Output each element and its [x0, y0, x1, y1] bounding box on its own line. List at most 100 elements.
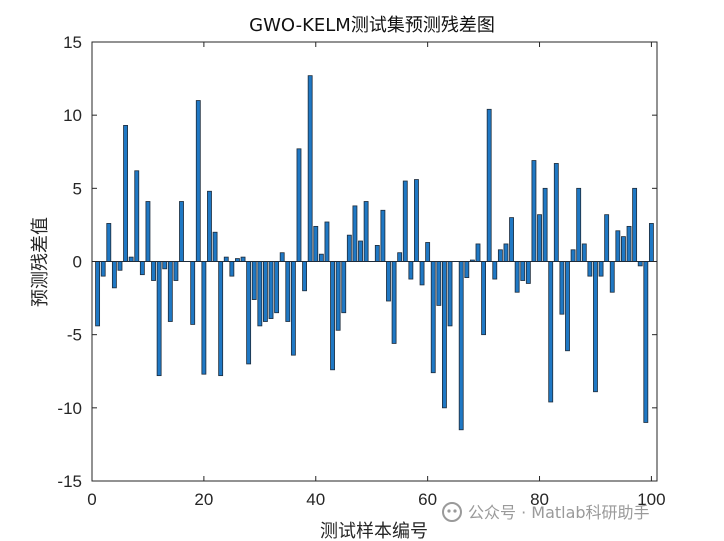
bar-36 — [290, 261, 296, 356]
bar-13 — [162, 261, 168, 270]
bar-56 — [402, 180, 408, 262]
bar-10 — [145, 201, 151, 262]
bar-38 — [302, 261, 307, 292]
x-tick-label: 100 — [637, 490, 665, 509]
bar-46 — [346, 234, 352, 262]
bar-44 — [335, 261, 341, 331]
bar-30 — [257, 261, 263, 327]
bar-6 — [123, 125, 128, 262]
bar-32 — [268, 261, 274, 319]
y-axis-ticks: 15 10 5 0 -5 -10 -15 — [57, 33, 657, 491]
bar-55 — [397, 252, 403, 262]
bar-57 — [408, 261, 414, 280]
y-tick-label: 15 — [63, 33, 82, 52]
bar-100 — [648, 223, 654, 262]
bar-81 — [542, 187, 548, 262]
watermark-text: 公众号 · Matlab科研助手 — [468, 503, 650, 522]
bar-92 — [604, 214, 610, 262]
bar-12 — [156, 261, 162, 377]
bar-33 — [274, 261, 280, 314]
plot-area: 0 20 40 60 80 100 15 10 5 0 -5 -10 -15 — [57, 33, 665, 509]
bar-45 — [341, 261, 347, 314]
bar-85 — [565, 261, 570, 352]
bar-70 — [481, 261, 487, 336]
y-axis-label: 预测残差值 — [30, 217, 51, 307]
bar-15 — [173, 261, 179, 281]
bar-96 — [626, 225, 632, 262]
bar-51 — [374, 244, 380, 262]
bar-98 — [637, 261, 643, 267]
bar-8 — [134, 170, 140, 262]
bar-47 — [352, 205, 358, 262]
bar-94 — [615, 230, 621, 262]
bar-21 — [207, 190, 212, 262]
x-tick-label: 40 — [306, 490, 325, 509]
bar-28 — [246, 261, 252, 365]
bar-37 — [296, 148, 302, 262]
bar-71 — [486, 108, 492, 262]
bar-5 — [117, 261, 123, 271]
x-axis-label: 测试样本编号 — [320, 521, 428, 541]
bar-22 — [212, 231, 218, 262]
bar-11 — [151, 261, 156, 281]
bar-88 — [581, 243, 587, 262]
y-tick-label: -10 — [57, 399, 82, 418]
bar-41 — [318, 253, 324, 262]
x-tick-label: 80 — [530, 490, 549, 509]
bar-53 — [386, 261, 391, 302]
bar-74 — [503, 243, 509, 262]
bar-59 — [419, 261, 425, 286]
y-tick-label: -15 — [57, 472, 82, 491]
bar-24 — [223, 256, 229, 262]
bar-79 — [531, 160, 537, 262]
bar-7 — [128, 256, 134, 262]
bar-27 — [240, 256, 246, 262]
bar-72 — [492, 261, 498, 280]
bar-48 — [358, 240, 363, 262]
bar-25 — [229, 261, 235, 277]
bar-77 — [520, 261, 526, 281]
y-tick-label: 0 — [73, 253, 82, 272]
bar-83 — [553, 163, 559, 262]
bar-61 — [430, 261, 436, 374]
chart-title: GWO-KELM测试集预测残差图 — [249, 15, 495, 36]
y-tick-label: 5 — [73, 179, 82, 198]
bar-34 — [279, 252, 285, 262]
x-axis-ticks: 0 20 40 60 80 100 — [87, 42, 666, 509]
bar-2 — [100, 261, 106, 277]
bar-40 — [313, 225, 319, 262]
bar-42 — [324, 221, 330, 262]
bar-54 — [391, 261, 397, 344]
bar-58 — [414, 179, 419, 262]
watermark: 公众号 · Matlab科研助手 — [442, 502, 650, 522]
bar-52 — [380, 209, 386, 262]
bar-90 — [593, 261, 598, 393]
x-tick-label: 0 — [87, 490, 96, 509]
bar-76 — [514, 261, 520, 293]
bar-19 — [195, 100, 201, 262]
bar-43 — [330, 261, 335, 371]
x-tick-label: 60 — [418, 490, 437, 509]
bar-93 — [609, 261, 615, 293]
bar-67 — [464, 261, 470, 279]
bar-66 — [458, 261, 464, 431]
bar-84 — [559, 261, 565, 315]
y-tick-label: 10 — [63, 106, 82, 125]
bar-60 — [425, 242, 431, 262]
bar-3 — [106, 223, 112, 262]
y-tick-label: -5 — [67, 326, 82, 345]
bar-75 — [509, 217, 514, 262]
bar-20 — [201, 261, 207, 375]
bar-9 — [139, 261, 145, 276]
bar-4 — [111, 261, 117, 289]
bar-78 — [525, 261, 531, 284]
bar-1 — [95, 261, 101, 327]
bar-29 — [251, 261, 257, 300]
bar-89 — [587, 261, 593, 277]
bar-35 — [285, 261, 291, 322]
bar-series — [95, 75, 654, 431]
bar-16 — [179, 201, 184, 262]
bar-31 — [262, 261, 268, 322]
bar-97 — [632, 187, 638, 262]
